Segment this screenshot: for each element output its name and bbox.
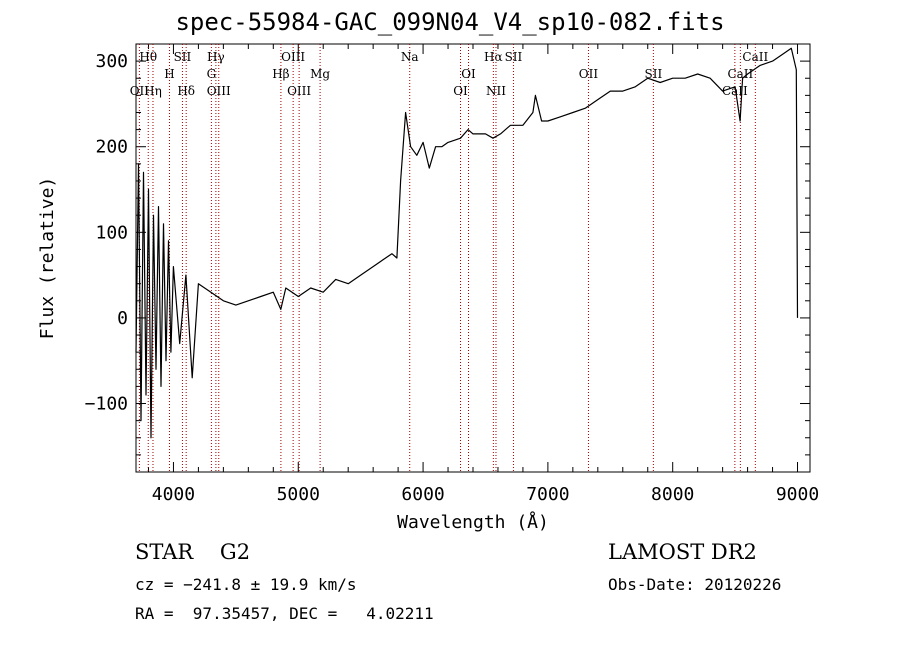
spectral-line-label: SII: [174, 50, 192, 64]
spectral-line-label: Na: [401, 50, 419, 64]
spectral-line-label: CaII: [727, 67, 753, 81]
spectral-line-label: OIII: [207, 84, 231, 98]
spectral-line-label: Hα: [484, 50, 503, 64]
y-tick-label: 200: [95, 137, 128, 158]
x-tick-label: 6000: [401, 484, 444, 505]
spectral-line-label: Hη: [144, 84, 162, 98]
spectral-line-label: G: [207, 67, 217, 81]
spectral-line-label: H: [164, 67, 174, 81]
y-tick-label: 0: [117, 308, 128, 329]
spectral-line-label: OIII: [287, 84, 311, 98]
x-tick-label: 4000: [152, 484, 195, 505]
y-tick-label: 100: [95, 222, 128, 243]
spectral-line-label: NII: [486, 84, 506, 98]
chart-title: spec-55984-GAC_099N04_V4_sp10-082.fits: [175, 8, 725, 36]
spectral-line-label: Mg: [310, 67, 330, 81]
x-tick-label: 7000: [526, 484, 569, 505]
x-axis-label: Wavelength (Å): [397, 511, 549, 533]
spectral-line-label: SII: [505, 50, 523, 64]
spectral-line-label: OII: [130, 84, 150, 98]
x-tick-label: 5000: [277, 484, 320, 505]
spectral-line-label: OII: [579, 67, 599, 81]
spectral-line-label: CaII: [722, 84, 748, 98]
spectral-line-label: OIII: [281, 50, 305, 64]
x-tick-label: 8000: [651, 484, 694, 505]
spectral-line-label: OI: [461, 67, 476, 81]
y-tick-label: 300: [95, 51, 128, 72]
spectral-line-label: CaII: [742, 50, 768, 64]
object-class: STAR G2: [135, 540, 251, 564]
x-tick-label: 9000: [776, 484, 819, 505]
y-axis-label: Flux (relative): [37, 177, 58, 340]
y-tick-label: −100: [85, 394, 128, 415]
ra-dec: RA = 97.35457, DEC = 4.02211: [135, 604, 434, 623]
spectral-line-label: SII: [645, 67, 663, 81]
spectrum-line: [135, 47, 799, 439]
spectral-line-label: Hδ: [177, 84, 195, 98]
survey-name: LAMOST DR2: [608, 540, 757, 564]
plot-frame: [135, 43, 811, 473]
redshift-cz: cz = −241.8 ± 19.9 km/s: [135, 575, 357, 594]
spectral-line-label: OI: [453, 84, 468, 98]
obs-date: Obs-Date: 20120226: [608, 575, 782, 594]
spectral-line-label: Hγ: [207, 50, 225, 64]
spectral-line-label: Hβ: [272, 67, 289, 81]
spectral-line-label: Hθ: [139, 50, 157, 64]
